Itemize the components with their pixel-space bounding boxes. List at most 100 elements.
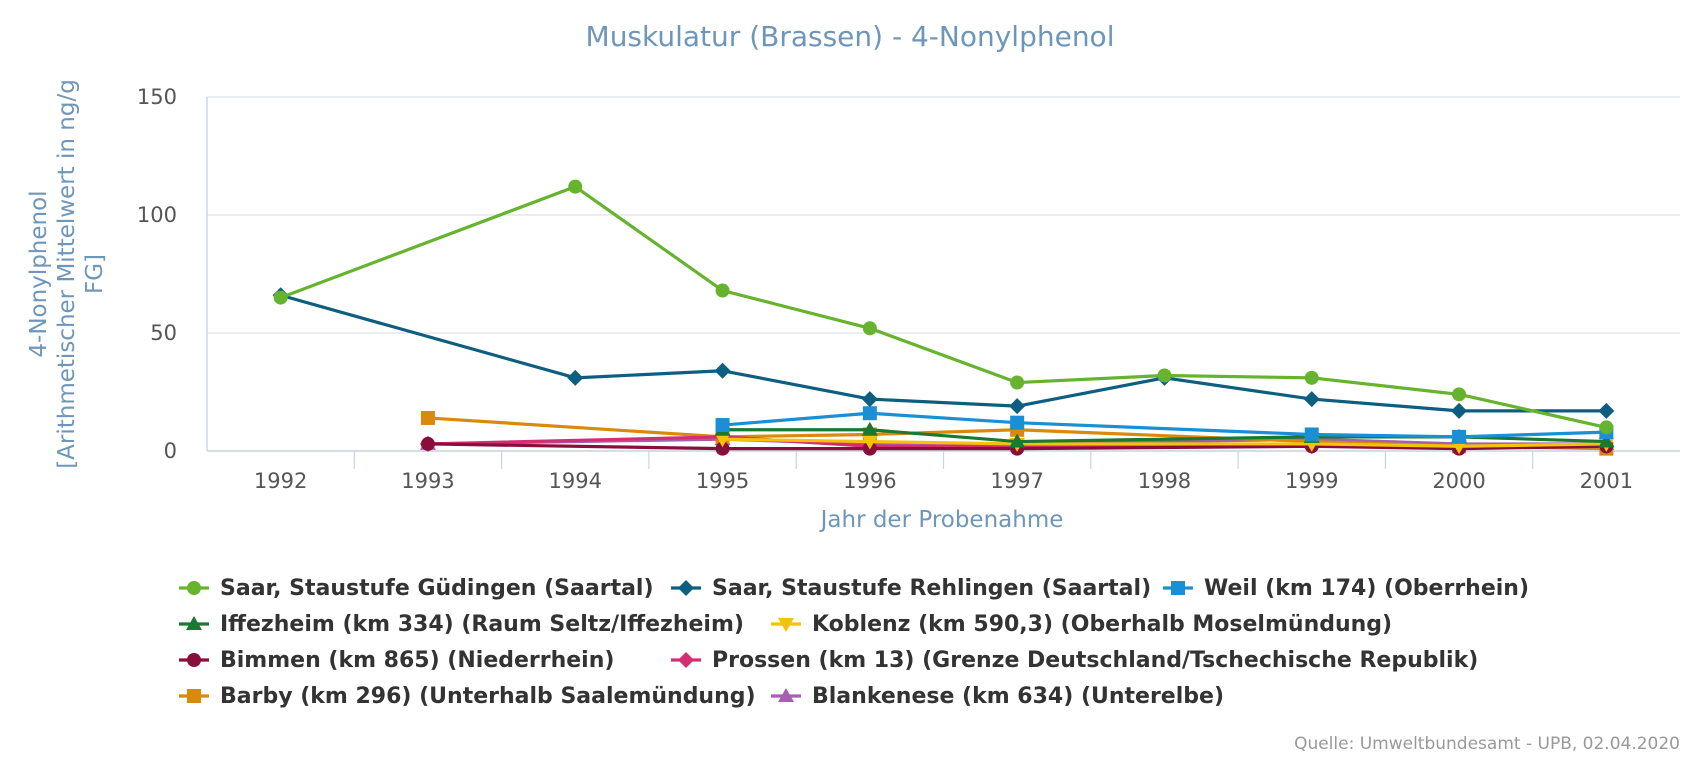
legend-symbol (179, 581, 209, 595)
legend-marker (187, 653, 201, 667)
legend-marker (778, 688, 794, 702)
legend-label: Prossen (km 13) (Grenze Deutschland/Tsch… (712, 647, 1479, 673)
data-point (715, 441, 730, 456)
series-line (280, 185, 1607, 429)
series-group (715, 406, 1614, 444)
data-point (420, 410, 435, 425)
data-point (567, 369, 584, 386)
legend-row: Iffezheim (km 334) (Raum Seltz/Iffezheim… (178, 606, 1678, 642)
legend-symbol (671, 652, 701, 668)
legend-symbol (771, 618, 801, 632)
legend-item[interactable]: Barby (km 296) (Unterhalb Saalemündung) (178, 684, 756, 709)
legend-label: Barby (km 296) (Unterhalb Saalemündung) (220, 683, 756, 709)
y-axis-title-line: [Arithmetischer Mittelwert in ng/g (54, 79, 80, 469)
data-point (1599, 420, 1614, 435)
data-point (1009, 433, 1026, 448)
series-line (722, 437, 1607, 448)
data-point (420, 436, 435, 451)
x-tick-label: 1996 (843, 469, 896, 493)
plot-area (272, 179, 1615, 456)
legend-symbol (671, 580, 701, 596)
legend-item[interactable]: Koblenz (km 590,3) (Oberhalb Moselmündun… (770, 612, 1392, 637)
y-axis-title: 4-Nonylphenol [Arithmetischer Mittelwert … (26, 79, 108, 469)
data-point (1010, 415, 1025, 430)
y-axis-title-line: 4-Nonylphenol (26, 190, 52, 357)
data-point (568, 179, 583, 194)
legend-item[interactable]: Iffezheim (km 334) (Raum Seltz/Iffezheim… (178, 612, 744, 637)
data-point (715, 283, 730, 298)
legend-label: Bimmen (km 865) (Niederrhein) (220, 647, 615, 673)
x-tick-label: 1998 (1138, 469, 1191, 493)
data-point (714, 362, 731, 379)
legend-item[interactable]: Saar, Staustufe Güdingen (Saartal) (178, 576, 654, 601)
y-tick-label: 150 (137, 85, 177, 109)
x-tick-label: 2001 (1580, 469, 1633, 493)
line-chart: Muskulatur (Brassen) - 4-Nonylphenol 4-N… (26, 20, 1680, 533)
legend-symbol (771, 688, 801, 702)
data-point (861, 421, 878, 436)
tick-labels: 0 50 100 150 1992 1993 1994 1995 1996 1997 1998 199… (137, 85, 1633, 493)
x-tick-label: 1995 (696, 469, 749, 493)
x-tick-label: 1993 (401, 469, 454, 493)
y-tick-label: 100 (137, 203, 177, 227)
data-point (1009, 398, 1026, 415)
data-point (1157, 368, 1172, 383)
y-axis-title-line: FG] (82, 254, 108, 294)
legend-item[interactable]: Prossen (km 13) (Grenze Deutschland/Tsch… (670, 648, 1478, 673)
legend-symbol (179, 653, 209, 667)
legend-label: Koblenz (km 590,3) (Oberhalb Moselmündun… (812, 611, 1393, 637)
legend-row: Saar, Staustufe Güdingen (Saartal) Saar, … (178, 570, 1678, 606)
x-tick-label: 2000 (1432, 469, 1485, 493)
series-group (273, 179, 1614, 435)
data-point (1452, 429, 1467, 444)
y-tick-label: 50 (150, 321, 177, 345)
chart-title: Muskulatur (Brassen) - 4-Nonylphenol (586, 20, 1115, 53)
legend-label: Saar, Staustufe Güdingen (Saartal) (220, 575, 654, 601)
legend-item[interactable]: Bimmen (km 865) (Niederrhein) (178, 648, 614, 673)
legend-symbol (179, 616, 209, 630)
legend-label: Iffezheim (km 334) (Raum Seltz/Iffezheim… (220, 611, 744, 637)
x-tick-label: 1992 (254, 469, 307, 493)
data-point (862, 406, 877, 421)
legend-symbol (179, 689, 209, 703)
series-line (280, 293, 1607, 413)
data-point (1304, 427, 1319, 442)
x-tick-label: 1997 (990, 469, 1043, 493)
legend-marker (186, 616, 202, 630)
data-point (861, 435, 878, 450)
legend-item[interactable]: Saar, Staustufe Rehlingen (Saartal) (670, 576, 1151, 601)
legend-symbol (1163, 581, 1193, 595)
source-note: Quelle: Umweltbundesamt - UPB, 02.04.202… (1294, 734, 1680, 754)
data-point (1452, 387, 1467, 402)
data-point (1598, 433, 1615, 448)
legend-marker (187, 689, 201, 703)
data-point (1598, 402, 1615, 419)
data-point (714, 433, 731, 448)
y-tick-label: 0 (164, 439, 177, 463)
series-group (272, 287, 1615, 419)
legend-label: Blankenese (km 634) (Unterelbe) (812, 683, 1224, 709)
legend-marker (678, 652, 694, 668)
series-line (722, 411, 1607, 439)
axes (206, 97, 1680, 469)
data-point (1451, 402, 1468, 419)
legend-label: Weil (km 174) (Oberrhein) (1204, 575, 1530, 601)
legend-row: Bimmen (km 865) (Niederrhein) Prossen (km… (178, 642, 1678, 678)
data-point (715, 418, 730, 433)
data-point (273, 290, 288, 305)
x-axis-title: Jahr der Probenahme (819, 507, 1064, 533)
legend-item[interactable]: Blankenese (km 634) (Unterelbe) (770, 684, 1224, 709)
legend-marker (1171, 581, 1185, 595)
legend: Saar, Staustufe Güdingen (Saartal) Saar, … (178, 570, 1678, 714)
data-point (1010, 375, 1025, 390)
legend-marker (778, 618, 794, 632)
data-point (1303, 391, 1320, 408)
legend-marker (678, 580, 694, 596)
data-point (862, 321, 877, 336)
legend-item[interactable]: Weil (km 174) (Oberrhein) (1162, 576, 1529, 601)
legend-label: Saar, Staustufe Rehlingen (Saartal) (712, 575, 1152, 601)
data-point (1304, 370, 1319, 385)
x-tick-label: 1994 (549, 469, 602, 493)
legend-marker (187, 581, 201, 595)
x-tick-label: 1999 (1285, 469, 1338, 493)
